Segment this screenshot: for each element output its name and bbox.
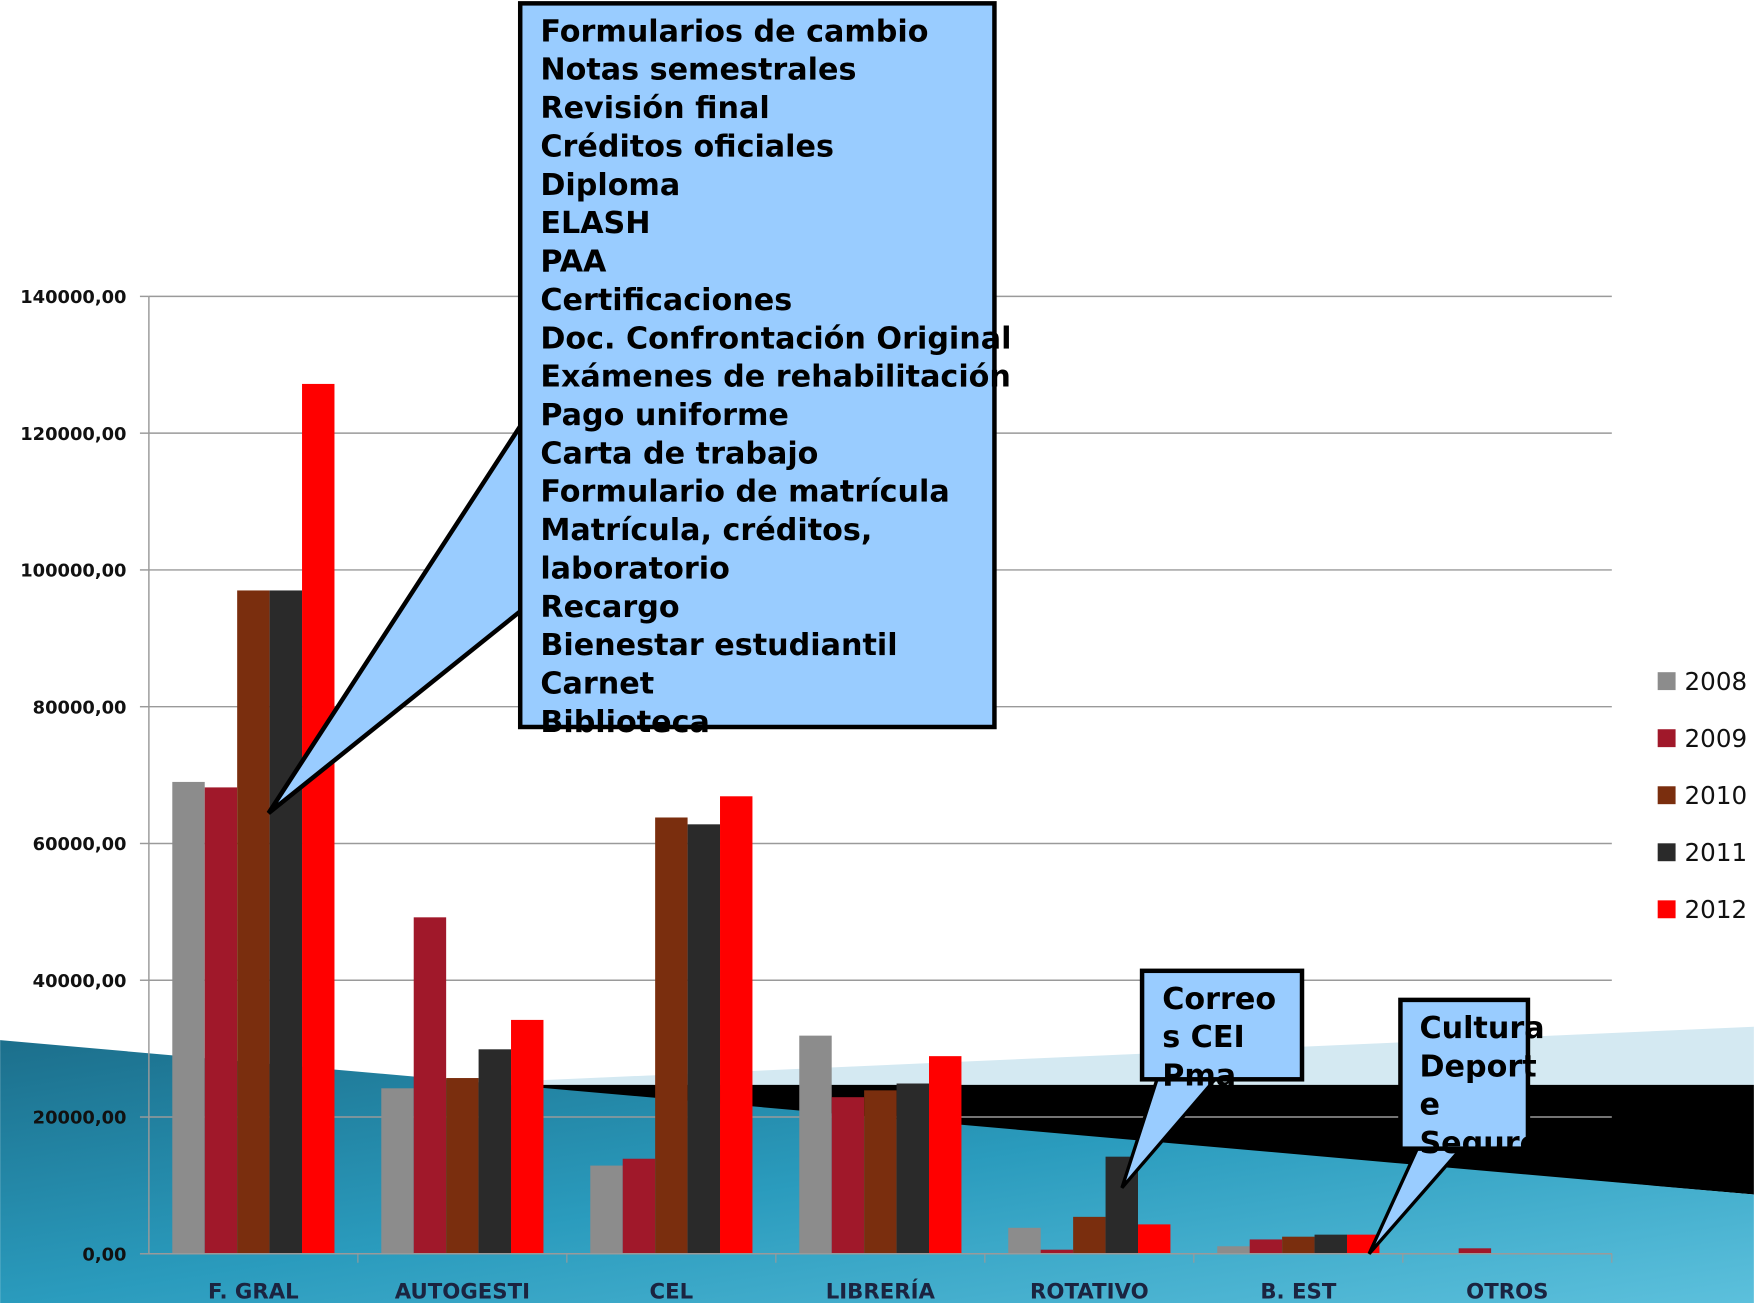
- y-tick-label: 140000,00: [20, 287, 126, 308]
- bar: [896, 1083, 930, 1254]
- legend-label: 2011: [1685, 838, 1748, 867]
- bar: [1314, 1234, 1347, 1254]
- callout-pointers: [266, 415, 1467, 1255]
- bar: [302, 383, 335, 1254]
- bar: [929, 1056, 962, 1254]
- bar: [413, 917, 447, 1254]
- bar: [478, 1049, 512, 1254]
- y-tick-label: 40000,00: [33, 971, 127, 992]
- callout-line: Carnet: [540, 667, 654, 702]
- bar: [590, 1165, 623, 1254]
- bar: [687, 824, 721, 1254]
- bar: [655, 817, 688, 1254]
- callout-line: ELASH: [540, 206, 650, 241]
- callout-line: Seguro: [1419, 1126, 1540, 1161]
- plot: 0,00 20000,00 40000,00 60000,00 80000,00 1000…: [20, 287, 1613, 1305]
- y-tick-label: 60000,00: [33, 834, 127, 855]
- bar: [511, 1019, 544, 1254]
- y-tick-label: 80000,00: [33, 697, 127, 718]
- callout-line: Deport: [1419, 1049, 1536, 1084]
- legend-label: 2012: [1685, 895, 1748, 924]
- legend-swatch: [1657, 729, 1676, 748]
- bar: [204, 787, 238, 1254]
- legend-label: 2010: [1685, 781, 1748, 810]
- bar: [237, 590, 270, 1254]
- callout-line: Bienestar estudiantil: [540, 628, 897, 663]
- bar: [1282, 1236, 1315, 1254]
- callout-line: laboratorio: [540, 551, 729, 586]
- bar: [720, 796, 753, 1254]
- bar: [1458, 1248, 1492, 1254]
- bar: [799, 1035, 832, 1254]
- callout-line: Diploma: [540, 168, 680, 203]
- callout-line: Pago uniforme: [540, 398, 789, 433]
- callout-line: Pma: [1162, 1059, 1236, 1094]
- callout-line: Créditos oficiales: [540, 129, 834, 164]
- bar: [446, 1078, 479, 1254]
- callout-line: Certificaciones: [540, 283, 792, 318]
- x-tick-label: ROTATIVO: [1030, 1280, 1149, 1303]
- x-tick-label: CEL: [650, 1280, 694, 1303]
- bar: [1217, 1246, 1250, 1254]
- bar: [622, 1158, 656, 1254]
- bar: [864, 1090, 897, 1254]
- callout-box: [517, 1, 997, 730]
- legend-label: 2008: [1685, 667, 1748, 696]
- legend-swatch: [1657, 672, 1676, 691]
- callout-line: Cultura: [1419, 1011, 1544, 1046]
- callout-line: Doc. Confrontación Original: [540, 321, 1011, 356]
- legend-swatch: [1657, 900, 1676, 919]
- legend-swatch: [1657, 843, 1676, 862]
- bar: [1249, 1239, 1283, 1254]
- bar: [1137, 1224, 1171, 1254]
- callout-line: Notas semestrales: [540, 53, 856, 88]
- callout-line: Carta de trabajo: [540, 436, 818, 471]
- bar: [1073, 1216, 1106, 1254]
- bar: [269, 590, 303, 1254]
- callout-line: PAA: [540, 245, 607, 280]
- legend-swatch: [1657, 786, 1676, 805]
- callout-line: Exámenes de rehabilitación: [540, 360, 1011, 395]
- callout-line: e: [1419, 1088, 1439, 1123]
- bar: [831, 1097, 865, 1254]
- x-tick-label: F. GRAL: [208, 1280, 299, 1303]
- callout-line: Recargo: [540, 590, 679, 625]
- bar: [381, 1088, 414, 1254]
- x-tick-label: LIBRERÍA: [826, 1279, 936, 1303]
- y-tick-label: 100000,00: [20, 561, 126, 582]
- legend-label: 2009: [1685, 724, 1748, 753]
- x-tick-label: OTROS: [1466, 1280, 1548, 1303]
- bar: [1040, 1249, 1074, 1254]
- y-tick-label: 0,00: [82, 1244, 126, 1265]
- callout-line: Formularios de cambio: [540, 14, 928, 49]
- callout-line: Correo: [1162, 982, 1276, 1017]
- callout-line: Formulario de matrícula: [540, 475, 949, 510]
- callout-box: [1139, 968, 1305, 1082]
- bar: [172, 781, 205, 1254]
- callout-line: Biblioteca: [540, 705, 710, 740]
- x-tick-label: B. EST: [1260, 1280, 1336, 1303]
- callout-box: [1398, 997, 1531, 1151]
- y-tick-label: 20000,00: [33, 1108, 127, 1129]
- callout-line: Matrícula, créditos,: [540, 513, 872, 548]
- bar: [1008, 1227, 1041, 1254]
- y-tick-label: 120000,00: [20, 424, 126, 445]
- callout-line: s CEI: [1162, 1020, 1244, 1055]
- x-tick-label: AUTOGESTI: [395, 1280, 530, 1303]
- callout-line: Revisión final: [540, 91, 769, 126]
